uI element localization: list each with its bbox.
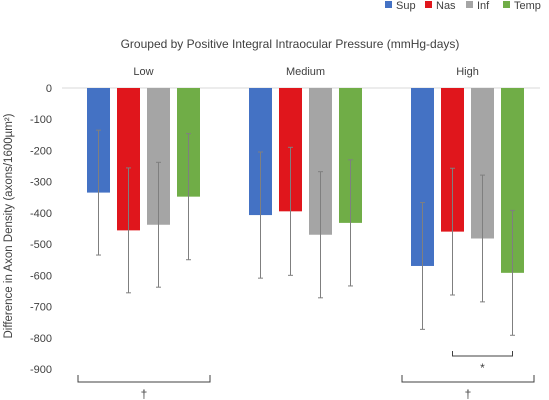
legend-swatch — [503, 1, 510, 8]
error-bar — [348, 159, 353, 287]
y-tick-label: -700 — [30, 302, 52, 314]
error-bar — [288, 146, 293, 276]
error-bar — [156, 161, 161, 288]
y-tick-label: -400 — [30, 208, 52, 220]
bar-temp-high — [501, 88, 524, 273]
error-bar — [420, 202, 425, 330]
error-bar — [126, 167, 131, 294]
y-tick-label: -200 — [30, 145, 52, 157]
category-labels: Low Medium High — [133, 66, 478, 78]
bar-nas-low — [117, 88, 140, 231]
y-tick-label: 0 — [46, 83, 52, 95]
legend-item-nas: Nas — [425, 0, 456, 12]
error-bar — [96, 129, 101, 256]
legend-label: Inf — [477, 0, 490, 12]
annotations: † † * — [77, 351, 535, 400]
error-bar — [450, 167, 455, 296]
error-bars — [96, 129, 515, 336]
y-tick-label: -500 — [30, 239, 52, 251]
bar-inf-low — [147, 88, 170, 225]
bar-nas-high — [441, 88, 464, 232]
legend: Sup Nas Inf Temp — [385, 0, 541, 12]
error-bar — [480, 174, 485, 303]
chart-title: Grouped by Positive Integral Intraocular… — [121, 37, 460, 51]
legend-swatch — [466, 1, 473, 8]
bar-inf-medium — [309, 88, 332, 235]
bar-sup-high — [411, 88, 434, 266]
error-bar — [258, 151, 263, 279]
legend-swatch — [385, 1, 392, 8]
legend-item-temp: Temp — [503, 0, 541, 12]
legend-label: Temp — [514, 0, 541, 12]
y-tick-label: -800 — [30, 333, 52, 345]
legend-swatch — [425, 1, 432, 8]
error-bar — [318, 171, 323, 299]
y-axis-label: Difference in Axon Density (axons/1600µm… — [3, 113, 15, 338]
bar-inf-high — [471, 88, 494, 239]
bars — [87, 88, 524, 273]
y-tick-label: -300 — [30, 177, 52, 189]
significance-mark: * — [480, 361, 485, 375]
error-bar — [186, 133, 191, 261]
category-label: High — [456, 66, 479, 78]
category-label: Low — [133, 66, 153, 78]
legend-item-sup: Sup — [385, 0, 416, 12]
error-bar — [510, 209, 515, 336]
bar-temp-medium — [339, 88, 362, 223]
significance-bracket: † — [401, 375, 535, 400]
y-tick-label: -600 — [30, 270, 52, 282]
significance-mark: † — [465, 387, 472, 400]
significance-mark: † — [141, 387, 148, 400]
legend-item-inf: Inf — [466, 0, 490, 12]
y-tick-label: -100 — [30, 114, 52, 126]
category-label: Medium — [286, 66, 325, 78]
significance-bracket: † — [77, 375, 211, 400]
legend-label: Sup — [396, 0, 416, 12]
legend-label: Nas — [436, 0, 456, 12]
y-tick-label: -900 — [30, 364, 52, 376]
significance-bracket: * — [452, 351, 513, 375]
